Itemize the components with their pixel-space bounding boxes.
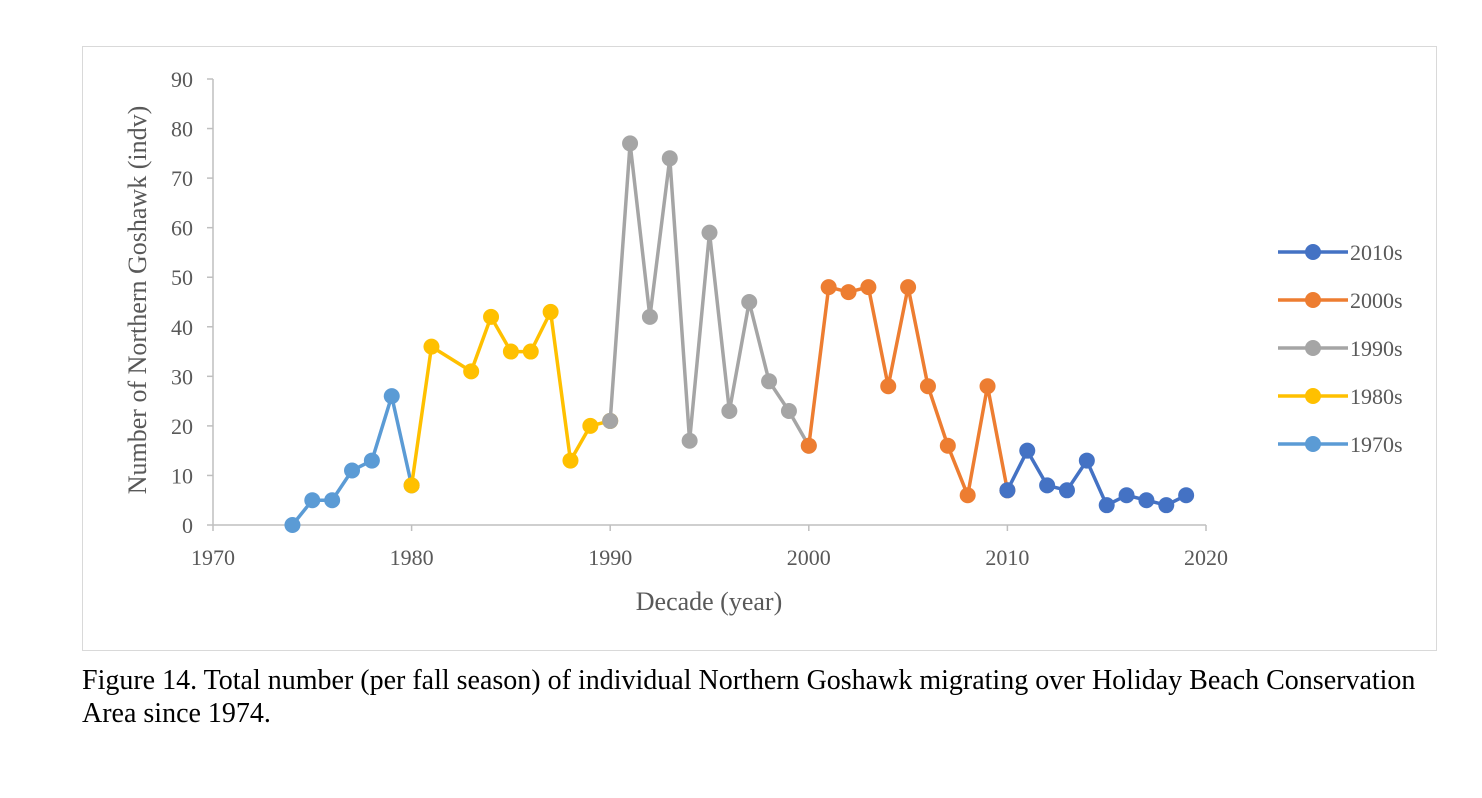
data-point-1970s bbox=[324, 492, 341, 509]
y-tick-label: 60 bbox=[171, 216, 193, 241]
y-tick-label: 30 bbox=[171, 364, 193, 389]
data-point-2000s bbox=[840, 284, 857, 301]
legend-marker-1970s bbox=[1305, 436, 1321, 452]
data-point-2000s bbox=[939, 437, 956, 454]
data-point-2000s bbox=[880, 378, 897, 395]
data-point-1980s bbox=[522, 343, 539, 360]
data-point-2010s bbox=[1138, 492, 1155, 509]
data-point-1990s bbox=[681, 432, 698, 449]
figure-caption: Figure 14. Total number (per fall season… bbox=[82, 665, 1416, 729]
data-point-1990s bbox=[741, 294, 758, 310]
y-tick-label: 70 bbox=[171, 166, 193, 191]
data-point-1980s bbox=[423, 338, 440, 355]
legend-label-2000s: 2000s bbox=[1350, 288, 1403, 313]
data-point-1990s bbox=[661, 150, 678, 167]
x-tick-label: 2010 bbox=[985, 545, 1029, 570]
data-point-1980s bbox=[562, 452, 579, 469]
legend-marker-2000s bbox=[1305, 292, 1321, 308]
line-chart: Number of Northern Goshawk (indv) Decade… bbox=[123, 67, 1403, 616]
data-point-2010s bbox=[999, 482, 1016, 499]
y-axis-title: Number of Northern Goshawk (indv) bbox=[123, 106, 152, 494]
x-tick-label: 1970 bbox=[191, 545, 235, 570]
data-point-2010s bbox=[1158, 497, 1175, 514]
legend-label-1990s: 1990s bbox=[1350, 336, 1403, 361]
series-line-1990s bbox=[608, 141, 811, 448]
legend-label-2010s: 2010s bbox=[1350, 240, 1403, 265]
data-point-1970s bbox=[383, 388, 400, 405]
x-tick-label: 2000 bbox=[787, 545, 831, 570]
data-point-1980s bbox=[463, 363, 480, 380]
data-point-2010s bbox=[1098, 497, 1115, 514]
y-tick-label: 40 bbox=[171, 315, 193, 340]
data-point-1980s bbox=[582, 417, 599, 434]
legend-marker-1990s bbox=[1305, 340, 1321, 356]
data-point-2000s bbox=[900, 279, 917, 296]
data-point-1980s bbox=[483, 308, 500, 325]
series-line-2010s bbox=[1005, 448, 1188, 507]
data-point-1980s bbox=[542, 303, 559, 320]
data-point-2010s bbox=[1019, 442, 1036, 459]
legend-label-1980s: 1980s bbox=[1350, 384, 1403, 409]
x-tick-label: 2020 bbox=[1184, 545, 1228, 570]
y-tick-label: 10 bbox=[171, 463, 193, 488]
data-point-1990s bbox=[721, 403, 738, 420]
data-point-1990s bbox=[780, 403, 797, 420]
x-axis-title: Decade (year) bbox=[636, 587, 783, 616]
data-point-2010s bbox=[1178, 487, 1195, 504]
data-point-1980s bbox=[502, 343, 519, 360]
y-tick-label: 80 bbox=[171, 117, 193, 142]
y-tick-label: 90 bbox=[171, 67, 193, 92]
data-point-2000s bbox=[979, 378, 996, 395]
data-point-2000s bbox=[959, 487, 976, 504]
data-point-2010s bbox=[1039, 477, 1056, 494]
chart-frame: Number of Northern Goshawk (indv) Decade… bbox=[82, 46, 1437, 651]
data-point-2010s bbox=[1058, 482, 1075, 499]
data-point-1970s bbox=[304, 492, 321, 509]
data-point-1990s bbox=[641, 308, 658, 325]
y-tick-label: 50 bbox=[171, 265, 193, 290]
legend-marker-2010s bbox=[1305, 244, 1321, 260]
y-tick-label: 20 bbox=[171, 414, 193, 439]
data-point-1990s bbox=[701, 224, 718, 241]
data-point-1970s bbox=[284, 517, 301, 533]
legend-label-1970s: 1970s bbox=[1350, 432, 1403, 457]
data-point-1970s bbox=[344, 462, 361, 479]
data-point-2000s bbox=[860, 279, 877, 296]
data-point-1990s bbox=[602, 412, 619, 429]
data-point-2010s bbox=[1078, 452, 1095, 469]
data-point-1990s bbox=[622, 135, 639, 152]
data-point-1990s bbox=[761, 373, 778, 390]
data-point-2000s bbox=[800, 437, 817, 454]
legend-marker-1980s bbox=[1305, 388, 1321, 404]
x-tick-label: 1990 bbox=[588, 545, 632, 570]
data-point-2000s bbox=[820, 279, 837, 296]
data-point-1980s bbox=[403, 477, 420, 494]
series-line-1980s bbox=[409, 310, 612, 488]
data-point-2000s bbox=[919, 378, 936, 395]
y-tick-label: 0 bbox=[182, 513, 193, 538]
x-tick-label: 1980 bbox=[390, 545, 434, 570]
series-line-2000s bbox=[807, 285, 1010, 498]
data-point-1970s bbox=[363, 452, 380, 469]
data-point-2010s bbox=[1118, 487, 1135, 504]
